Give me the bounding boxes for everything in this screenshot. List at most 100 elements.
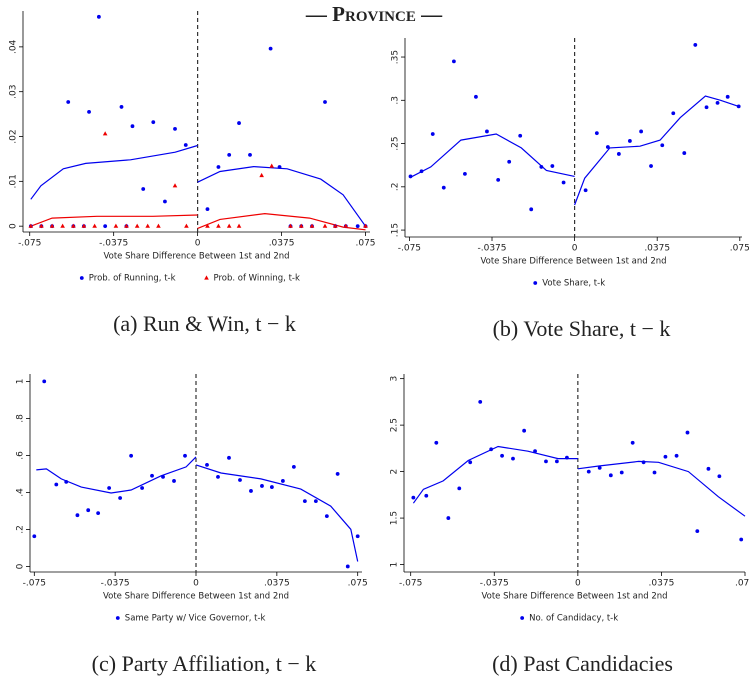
data-point [419, 169, 424, 174]
data-point [674, 453, 679, 458]
data-point [605, 145, 610, 149]
data-point [140, 486, 145, 490]
panel-caption: (c) Party Affiliation, t − k [92, 651, 317, 676]
y-tick-label: 1 [16, 379, 26, 385]
data-point [583, 188, 588, 193]
data-point [500, 453, 504, 458]
y-tick-label: .35 [391, 50, 401, 64]
data-point [474, 94, 478, 99]
data-point [518, 133, 523, 138]
data-point [49, 223, 55, 228]
data-point [280, 479, 285, 483]
legend-label: Vote Share, t-k [542, 279, 605, 289]
y-tick-label: .8 [16, 414, 26, 423]
data-point [313, 499, 318, 504]
data-point [151, 120, 156, 125]
data-point [627, 139, 632, 143]
data-point [141, 187, 146, 191]
x-axis-label: Vote Share Difference Between 1st and 2n… [103, 252, 289, 262]
data-point [561, 180, 566, 185]
data-point [161, 474, 165, 479]
fit-line [195, 464, 359, 562]
y-tick-label: .15 [391, 223, 401, 237]
y-tick-label: .25 [391, 136, 401, 150]
data-point [507, 159, 512, 164]
data-point [451, 59, 456, 64]
y-tick-label: 2 [390, 469, 400, 475]
data-point [309, 223, 315, 228]
data-point [81, 223, 87, 228]
fit-line [30, 144, 198, 200]
x-axis-label: Vote Share Difference Between 1st and 2n… [481, 592, 667, 602]
data-point [216, 474, 220, 479]
data-point [226, 223, 232, 228]
data-point [60, 223, 65, 228]
data-point [463, 171, 467, 176]
data-point [725, 94, 730, 99]
data-point [408, 174, 413, 179]
data-point [75, 513, 80, 518]
data-point [236, 223, 242, 228]
data-point [411, 495, 416, 500]
data-point [288, 223, 293, 228]
data-point [291, 464, 296, 469]
data-point [130, 124, 135, 129]
data-point [302, 499, 307, 504]
data-point [554, 459, 559, 464]
data-point [172, 479, 176, 483]
data-point [163, 199, 167, 204]
x-tick-label: -.0375 [99, 239, 128, 249]
data-point [66, 100, 71, 104]
data-point [216, 165, 221, 169]
x-tick-label: -.075 [398, 244, 421, 254]
data-point [86, 508, 91, 513]
data-point [671, 111, 676, 116]
data-point [269, 163, 275, 168]
data-point [335, 472, 340, 476]
x-tick-label: .075 [735, 579, 749, 589]
data-point [704, 105, 709, 110]
panel: 1 1.5 2 2.5 3 -.075 -.0375 0 .0375 .075 Vote Share… [390, 374, 749, 676]
panel-caption: (b) Vote Share, t − k [493, 316, 671, 341]
data-point [216, 223, 221, 228]
y-tick-label: .03 [9, 85, 19, 99]
fit-line [36, 456, 197, 494]
data-point [134, 223, 140, 228]
legend-label: Prob. of Winning, t-k [214, 274, 300, 284]
data-point [238, 478, 242, 482]
data-point [539, 165, 544, 169]
legend-marker [204, 275, 209, 280]
figure-header: — Province — [305, 2, 443, 26]
data-point [156, 223, 161, 228]
fit-line [574, 95, 739, 206]
data-point [107, 486, 112, 490]
panel-caption: (a) Run & Win, t − k [113, 311, 296, 336]
x-tick-label: .0375 [644, 244, 670, 254]
y-tick-label: .4 [16, 488, 26, 497]
x-tick-label: 0 [572, 244, 578, 254]
data-point [103, 224, 108, 229]
x-axis-label: Vote Share Difference Between 1st and 2n… [480, 257, 666, 267]
y-tick-label: .3 [391, 96, 401, 105]
data-point [715, 100, 720, 105]
data-point [183, 453, 187, 458]
data-point [663, 454, 668, 459]
data-point [639, 129, 644, 134]
data-point [205, 207, 210, 212]
fit-line [197, 212, 366, 231]
data-point [485, 129, 489, 134]
y-tick-label: 0 [16, 563, 26, 569]
data-point [113, 223, 119, 228]
data-point [550, 164, 555, 168]
data-point [441, 185, 446, 190]
panel: .15 .2 .25 .3 .35 -.075 -.0375 0 .0375 .075 Vote S… [391, 38, 749, 341]
data-point [468, 460, 473, 465]
data-point [641, 460, 646, 465]
y-tick-label: 0 [9, 223, 19, 229]
data-point [430, 132, 435, 136]
y-tick-label: .02 [9, 129, 19, 143]
x-tick-label: .0375 [264, 579, 290, 589]
data-point [649, 164, 653, 168]
x-tick-label: .075 [730, 244, 749, 254]
